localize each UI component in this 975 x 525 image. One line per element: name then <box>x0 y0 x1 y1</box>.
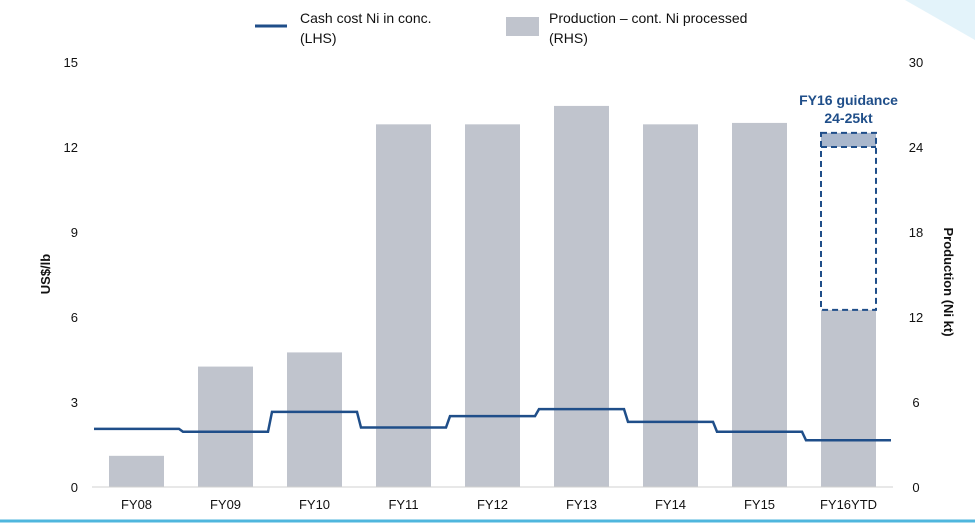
legend-label-production-line2: (RHS) <box>549 30 588 46</box>
bar-FY15 <box>732 122 787 488</box>
right-tick-label: 30 <box>909 55 923 70</box>
left-tick-label: 3 <box>71 395 78 410</box>
bar-FY10 <box>287 352 342 487</box>
right-tick-label: 0 <box>912 480 919 495</box>
bar-FY09 <box>198 366 253 487</box>
left-tick-label: 9 <box>71 225 78 240</box>
bar-FY13 <box>554 105 609 488</box>
legend-label-production-line1: Production – cont. Ni processed <box>549 10 747 26</box>
guidance-range-fill <box>821 132 876 147</box>
bar-FY14 <box>643 124 698 487</box>
category-label: FY10 <box>299 497 330 512</box>
right-axis-ticks: 0 6 12 18 24 30 <box>909 55 923 495</box>
guidance-label: FY16 guidance <box>799 92 898 108</box>
category-label: FY09 <box>210 497 241 512</box>
left-tick-label: 0 <box>71 480 78 495</box>
legend-label-cash-cost-line2: (LHS) <box>300 30 337 46</box>
guidance-box: FY16 guidance 24-25kt <box>799 92 898 311</box>
legend-swatch-production <box>506 17 539 36</box>
right-tick-label: 12 <box>909 310 923 325</box>
category-labels: FY08 FY09 FY10 FY11 FY12 FY13 FY14 FY15 FY16YTD <box>121 497 877 512</box>
category-label: FY11 <box>388 497 418 512</box>
right-tick-label: 6 <box>912 395 919 410</box>
left-axis-title: US$/lb <box>38 254 53 295</box>
cash-cost-line <box>94 407 891 442</box>
bar-FY11 <box>376 124 431 487</box>
bar-FY08 <box>109 455 164 487</box>
bar-FY16YTD <box>821 309 876 487</box>
bar-FY12 <box>465 124 520 487</box>
right-axis-title: Production (Ni kt) <box>941 227 956 336</box>
right-tick-label: 18 <box>909 225 923 240</box>
corner-accent-top-right <box>905 0 975 40</box>
category-label: FY14 <box>655 497 686 512</box>
left-tick-label: 6 <box>71 310 78 325</box>
guidance-label: 24-25kt <box>824 110 873 126</box>
category-label: FY08 <box>121 497 152 512</box>
legend: Cash cost Ni in conc. (LHS) Production –… <box>255 10 747 46</box>
right-tick-label: 24 <box>909 140 923 155</box>
production-bars <box>109 105 876 488</box>
left-tick-label: 15 <box>64 55 78 70</box>
legend-label-cash-cost-line1: Cash cost Ni in conc. <box>300 10 432 26</box>
left-axis-ticks: 0 3 6 9 12 15 <box>64 55 78 495</box>
guidance-dashed-outline <box>820 131 877 311</box>
category-label: FY12 <box>477 497 508 512</box>
category-label: FY15 <box>744 497 775 512</box>
left-tick-label: 12 <box>64 140 78 155</box>
category-label: FY16YTD <box>820 497 877 512</box>
category-label: FY13 <box>566 497 597 512</box>
